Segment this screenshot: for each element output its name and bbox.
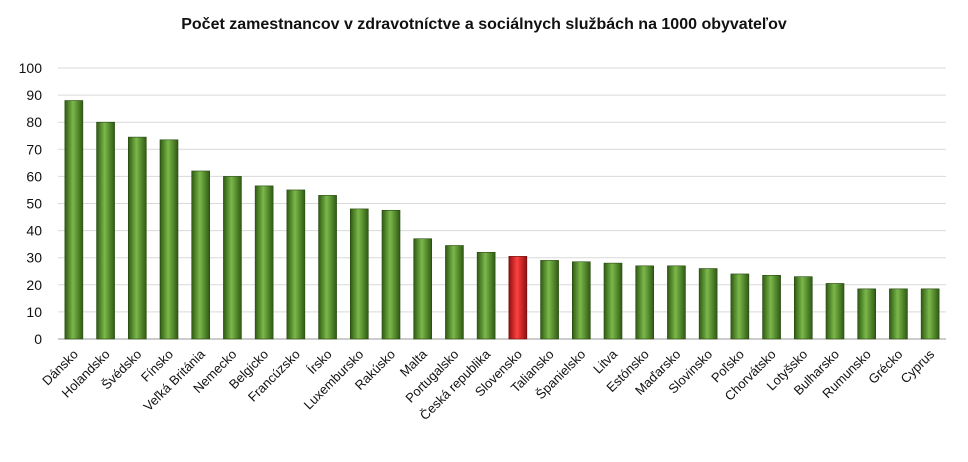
bar	[793, 276, 813, 340]
bar	[603, 262, 623, 340]
gridlines	[58, 67, 946, 340]
y-tick-label: 60	[26, 168, 42, 184]
y-tick-label: 80	[26, 114, 42, 130]
bar	[381, 209, 401, 340]
bar	[254, 185, 274, 340]
bar	[889, 288, 908, 340]
bar	[635, 265, 655, 340]
y-tick-label: 10	[26, 304, 42, 320]
bar	[159, 139, 179, 340]
bar	[413, 238, 433, 340]
bar	[825, 283, 845, 340]
bar	[476, 251, 496, 340]
bar	[730, 273, 750, 340]
x-tick-label: Grécko	[865, 347, 905, 387]
bar	[508, 256, 528, 340]
y-tick-label: 40	[26, 223, 42, 239]
bar	[445, 245, 464, 340]
bar	[920, 288, 940, 340]
bar	[667, 265, 686, 340]
y-tick-label: 0	[34, 331, 42, 347]
y-tick-label: 30	[26, 250, 42, 266]
y-tick-label: 90	[26, 87, 42, 103]
bar	[698, 268, 718, 340]
bar	[191, 170, 211, 340]
y-axis-ticks: 0 10 20 30 40 50 60 70 80 90 100	[19, 60, 43, 347]
bar	[857, 288, 877, 340]
y-tick-label: 50	[26, 196, 42, 212]
bar	[762, 275, 781, 340]
y-tick-label: 20	[26, 277, 42, 293]
bar	[349, 208, 369, 340]
bar	[318, 195, 337, 340]
y-tick-label: 70	[26, 141, 42, 157]
bars	[64, 100, 940, 340]
bar	[571, 261, 591, 340]
chart-title: Počet zamestnancov v zdravotníctve a soc…	[181, 16, 787, 33]
bar	[223, 176, 242, 340]
bar	[127, 136, 147, 340]
bar	[96, 121, 115, 340]
y-tick-label: 100	[19, 60, 43, 76]
bar	[64, 100, 84, 340]
x-tick-label: Cyprus	[898, 346, 938, 386]
bar	[286, 189, 306, 340]
bar	[540, 260, 559, 340]
